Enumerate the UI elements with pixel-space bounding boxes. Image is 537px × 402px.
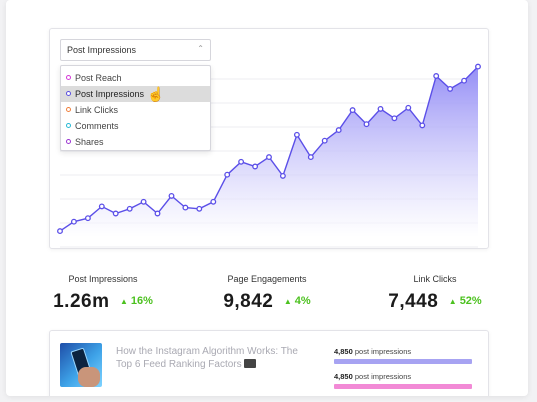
data-point[interactable] bbox=[279, 172, 286, 179]
data-point[interactable] bbox=[210, 198, 217, 205]
menu-item-shares[interactable]: Shares bbox=[61, 134, 210, 150]
post-metric-impressions-2: 4,850 post impressions bbox=[334, 372, 472, 389]
menu-item-post-reach[interactable]: Post Reach bbox=[61, 70, 210, 86]
data-point[interactable] bbox=[112, 210, 119, 217]
data-point[interactable] bbox=[196, 205, 203, 212]
camera-icon bbox=[243, 359, 256, 368]
stat-link-clicks: Link Clicks 7,448 ▲ 52% bbox=[360, 274, 510, 313]
metric-number: 4,850 bbox=[334, 372, 353, 381]
stat-label: Link Clicks bbox=[413, 274, 457, 284]
analytics-card: Post Impressions ⌃ Post Reach Post Impre… bbox=[6, 0, 528, 396]
menu-item-label: Post Impressions bbox=[75, 89, 145, 99]
data-point[interactable] bbox=[377, 105, 384, 112]
stat-post-impressions: Post Impressions 1.26m ▲ 16% bbox=[28, 274, 178, 313]
stat-delta: ▲ 52% bbox=[449, 295, 482, 307]
metric-label: post impressions bbox=[354, 347, 412, 356]
stat-delta: ▲ 4% bbox=[284, 295, 311, 307]
metric-select-value: Post Impressions bbox=[67, 45, 137, 55]
post-card[interactable]: How the Instagram Algorithm Works: The T… bbox=[49, 330, 489, 396]
metric-dropdown-menu: Post Reach Post Impressions Link Clicks … bbox=[60, 65, 211, 151]
data-point[interactable] bbox=[433, 73, 440, 79]
dot-icon bbox=[66, 139, 71, 144]
post-title-text: How the Instagram Algorithm Works: The T… bbox=[116, 346, 298, 370]
data-point[interactable] bbox=[475, 63, 481, 70]
menu-item-label: Post Reach bbox=[75, 73, 122, 83]
metric-number: 4,850 bbox=[334, 347, 353, 356]
menu-item-post-impressions[interactable]: Post Impressions bbox=[61, 86, 210, 102]
data-point[interactable] bbox=[266, 154, 272, 161]
triangle-up-icon: ▲ bbox=[448, 297, 457, 306]
hand-pointer-icon: ☝ bbox=[147, 86, 165, 102]
stat-label: Page Engagements bbox=[227, 274, 307, 284]
metric-label: post impressions bbox=[354, 372, 412, 381]
series-area bbox=[60, 66, 478, 237]
data-point[interactable] bbox=[238, 158, 245, 165]
data-point[interactable] bbox=[461, 77, 468, 84]
data-point[interactable] bbox=[168, 192, 175, 199]
data-point[interactable] bbox=[391, 115, 398, 122]
data-point[interactable] bbox=[447, 85, 454, 92]
data-point[interactable] bbox=[307, 154, 314, 161]
stat-delta-value: 4% bbox=[294, 295, 311, 307]
data-point[interactable] bbox=[252, 163, 259, 170]
dot-icon bbox=[66, 123, 71, 128]
stat-delta: ▲ 16% bbox=[120, 295, 153, 307]
data-point[interactable] bbox=[57, 228, 63, 235]
stat-delta-value: 52% bbox=[459, 295, 482, 307]
triangle-up-icon: ▲ bbox=[283, 297, 292, 306]
dot-icon bbox=[66, 75, 71, 80]
metric-bar bbox=[334, 359, 472, 364]
data-point[interactable] bbox=[405, 104, 412, 111]
series-points bbox=[57, 63, 481, 235]
data-point[interactable] bbox=[335, 127, 342, 134]
data-point[interactable] bbox=[140, 198, 147, 205]
dot-icon bbox=[66, 91, 71, 96]
data-point[interactable] bbox=[293, 131, 300, 138]
metric-select[interactable]: Post Impressions ⌃ bbox=[60, 39, 211, 61]
post-thumbnail bbox=[60, 343, 102, 387]
data-point[interactable] bbox=[182, 204, 189, 211]
data-point[interactable] bbox=[224, 171, 231, 178]
data-point[interactable] bbox=[126, 205, 133, 212]
menu-item-comments[interactable]: Comments bbox=[61, 118, 210, 134]
hand-image bbox=[78, 367, 100, 387]
stat-delta-value: 16% bbox=[130, 295, 153, 307]
dot-icon bbox=[66, 107, 71, 112]
menu-item-label: Comments bbox=[75, 121, 119, 131]
data-point[interactable] bbox=[84, 215, 91, 222]
data-point[interactable] bbox=[419, 122, 426, 129]
stat-value: 7,448 bbox=[388, 291, 439, 312]
metric-text: 4,850 post impressions bbox=[334, 347, 472, 356]
stat-value: 1.26m bbox=[53, 291, 110, 312]
data-point[interactable] bbox=[98, 203, 105, 210]
metric-bar bbox=[334, 384, 472, 389]
data-point[interactable] bbox=[154, 210, 161, 217]
data-point[interactable] bbox=[321, 137, 328, 144]
caret-icon: ⌃ bbox=[197, 44, 204, 53]
stat-page-engagements: Page Engagements 9,842 ▲ 4% bbox=[192, 274, 342, 313]
data-point[interactable] bbox=[363, 121, 370, 128]
menu-item-label: Link Clicks bbox=[75, 105, 119, 115]
data-point[interactable] bbox=[349, 107, 356, 114]
post-title[interactable]: How the Instagram Algorithm Works: The T… bbox=[116, 346, 306, 371]
menu-item-label: Shares bbox=[75, 137, 104, 147]
menu-item-link-clicks[interactable]: Link Clicks bbox=[61, 102, 210, 118]
stat-label: Post Impressions bbox=[68, 274, 138, 284]
data-point[interactable] bbox=[70, 218, 77, 225]
post-metric-impressions: 4,850 post impressions bbox=[334, 347, 472, 364]
chart-panel: Post Impressions ⌃ Post Reach Post Impre… bbox=[49, 28, 489, 249]
metric-text: 4,850 post impressions bbox=[334, 372, 472, 381]
triangle-up-icon: ▲ bbox=[119, 297, 128, 306]
stat-value: 9,842 bbox=[223, 291, 274, 312]
